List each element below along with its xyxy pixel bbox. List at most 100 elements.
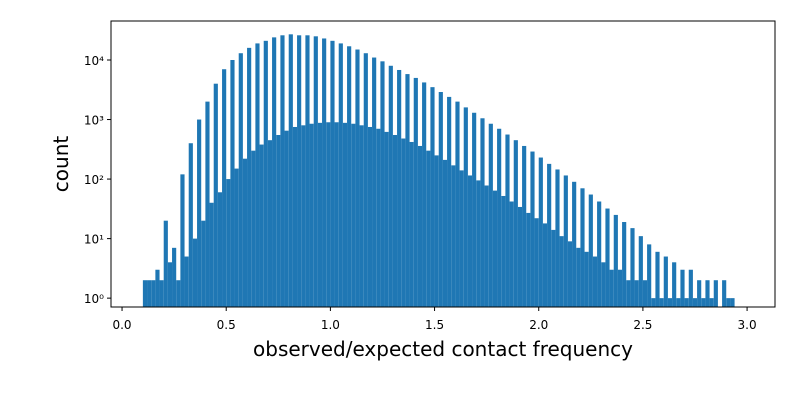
bar bbox=[142, 280, 148, 307]
bar bbox=[417, 145, 423, 307]
bar bbox=[430, 87, 435, 308]
bar bbox=[709, 298, 714, 307]
bar bbox=[667, 298, 673, 307]
bar bbox=[609, 269, 614, 307]
x-tick-label: 1.0 bbox=[321, 318, 340, 332]
x-tick-label: 1.5 bbox=[425, 318, 444, 332]
bar bbox=[513, 140, 518, 307]
bar bbox=[592, 256, 598, 307]
bar bbox=[459, 170, 464, 307]
bar bbox=[338, 43, 343, 308]
bar bbox=[347, 46, 352, 308]
bar bbox=[405, 74, 410, 307]
bar bbox=[372, 57, 377, 307]
x-tick-label: 0.0 bbox=[112, 318, 131, 332]
bar bbox=[659, 298, 664, 307]
bar bbox=[576, 247, 581, 307]
bar bbox=[555, 169, 560, 307]
bar bbox=[313, 36, 318, 307]
bar bbox=[605, 208, 610, 307]
bar bbox=[363, 53, 368, 308]
bar bbox=[442, 159, 448, 307]
bar bbox=[263, 40, 268, 308]
bar bbox=[388, 65, 393, 307]
bar bbox=[197, 119, 202, 308]
bar bbox=[409, 141, 414, 307]
bar bbox=[492, 190, 498, 307]
bar bbox=[384, 131, 389, 307]
bar bbox=[330, 40, 335, 308]
bar bbox=[230, 60, 235, 308]
bar bbox=[638, 236, 643, 307]
bar bbox=[238, 53, 243, 308]
bar bbox=[630, 228, 635, 307]
bar bbox=[509, 201, 514, 307]
bar bbox=[622, 222, 627, 307]
bar bbox=[226, 179, 231, 307]
bar bbox=[209, 202, 214, 307]
bar bbox=[342, 122, 348, 308]
bar bbox=[280, 35, 285, 307]
bar bbox=[234, 168, 239, 307]
bar bbox=[176, 280, 181, 307]
bar bbox=[672, 262, 677, 307]
bar bbox=[563, 175, 568, 307]
bar bbox=[713, 280, 718, 307]
bar bbox=[380, 61, 385, 307]
bar bbox=[642, 280, 648, 307]
bar bbox=[438, 92, 443, 308]
x-tick-label: 2.5 bbox=[633, 318, 652, 332]
bar bbox=[572, 181, 577, 307]
bar bbox=[613, 214, 618, 307]
bar bbox=[159, 280, 164, 307]
x-axis-label: observed/expected contact frequency bbox=[253, 337, 633, 361]
bar bbox=[334, 122, 339, 308]
bar bbox=[676, 298, 681, 307]
x-tick-label: 3.0 bbox=[738, 318, 757, 332]
bar bbox=[626, 280, 631, 307]
bar bbox=[180, 174, 185, 307]
bar bbox=[551, 229, 556, 307]
bar bbox=[588, 194, 593, 307]
bar bbox=[267, 140, 273, 307]
bar bbox=[501, 195, 506, 307]
bar bbox=[251, 150, 256, 307]
bar bbox=[355, 49, 360, 307]
bar bbox=[617, 269, 623, 307]
bar bbox=[472, 112, 477, 307]
bar bbox=[301, 125, 306, 308]
bar bbox=[426, 150, 431, 307]
bar bbox=[222, 69, 227, 307]
bar bbox=[567, 241, 573, 307]
bar bbox=[192, 238, 198, 307]
bar bbox=[413, 77, 418, 307]
bar bbox=[284, 130, 289, 307]
bar bbox=[467, 175, 473, 307]
bar bbox=[488, 123, 493, 307]
bar bbox=[242, 158, 248, 307]
bar bbox=[447, 96, 452, 308]
bar bbox=[526, 212, 531, 307]
bar bbox=[730, 298, 735, 307]
bar bbox=[647, 244, 652, 307]
bar bbox=[172, 247, 177, 307]
bar bbox=[559, 236, 564, 307]
bar bbox=[317, 122, 323, 308]
bar bbox=[476, 180, 481, 307]
bar bbox=[259, 144, 264, 307]
bar bbox=[351, 123, 356, 307]
bar bbox=[401, 138, 406, 307]
y-tick-label: 10¹ bbox=[84, 233, 104, 247]
bar bbox=[692, 298, 698, 307]
bar bbox=[697, 280, 702, 307]
bar bbox=[547, 163, 552, 307]
bar bbox=[451, 165, 456, 307]
x-tick-label: 2.0 bbox=[529, 318, 548, 332]
bar bbox=[392, 134, 398, 307]
bar bbox=[522, 145, 527, 307]
bar bbox=[163, 220, 168, 307]
bar bbox=[597, 201, 602, 307]
bar bbox=[397, 69, 402, 307]
bar bbox=[705, 280, 710, 307]
bar bbox=[205, 101, 210, 307]
